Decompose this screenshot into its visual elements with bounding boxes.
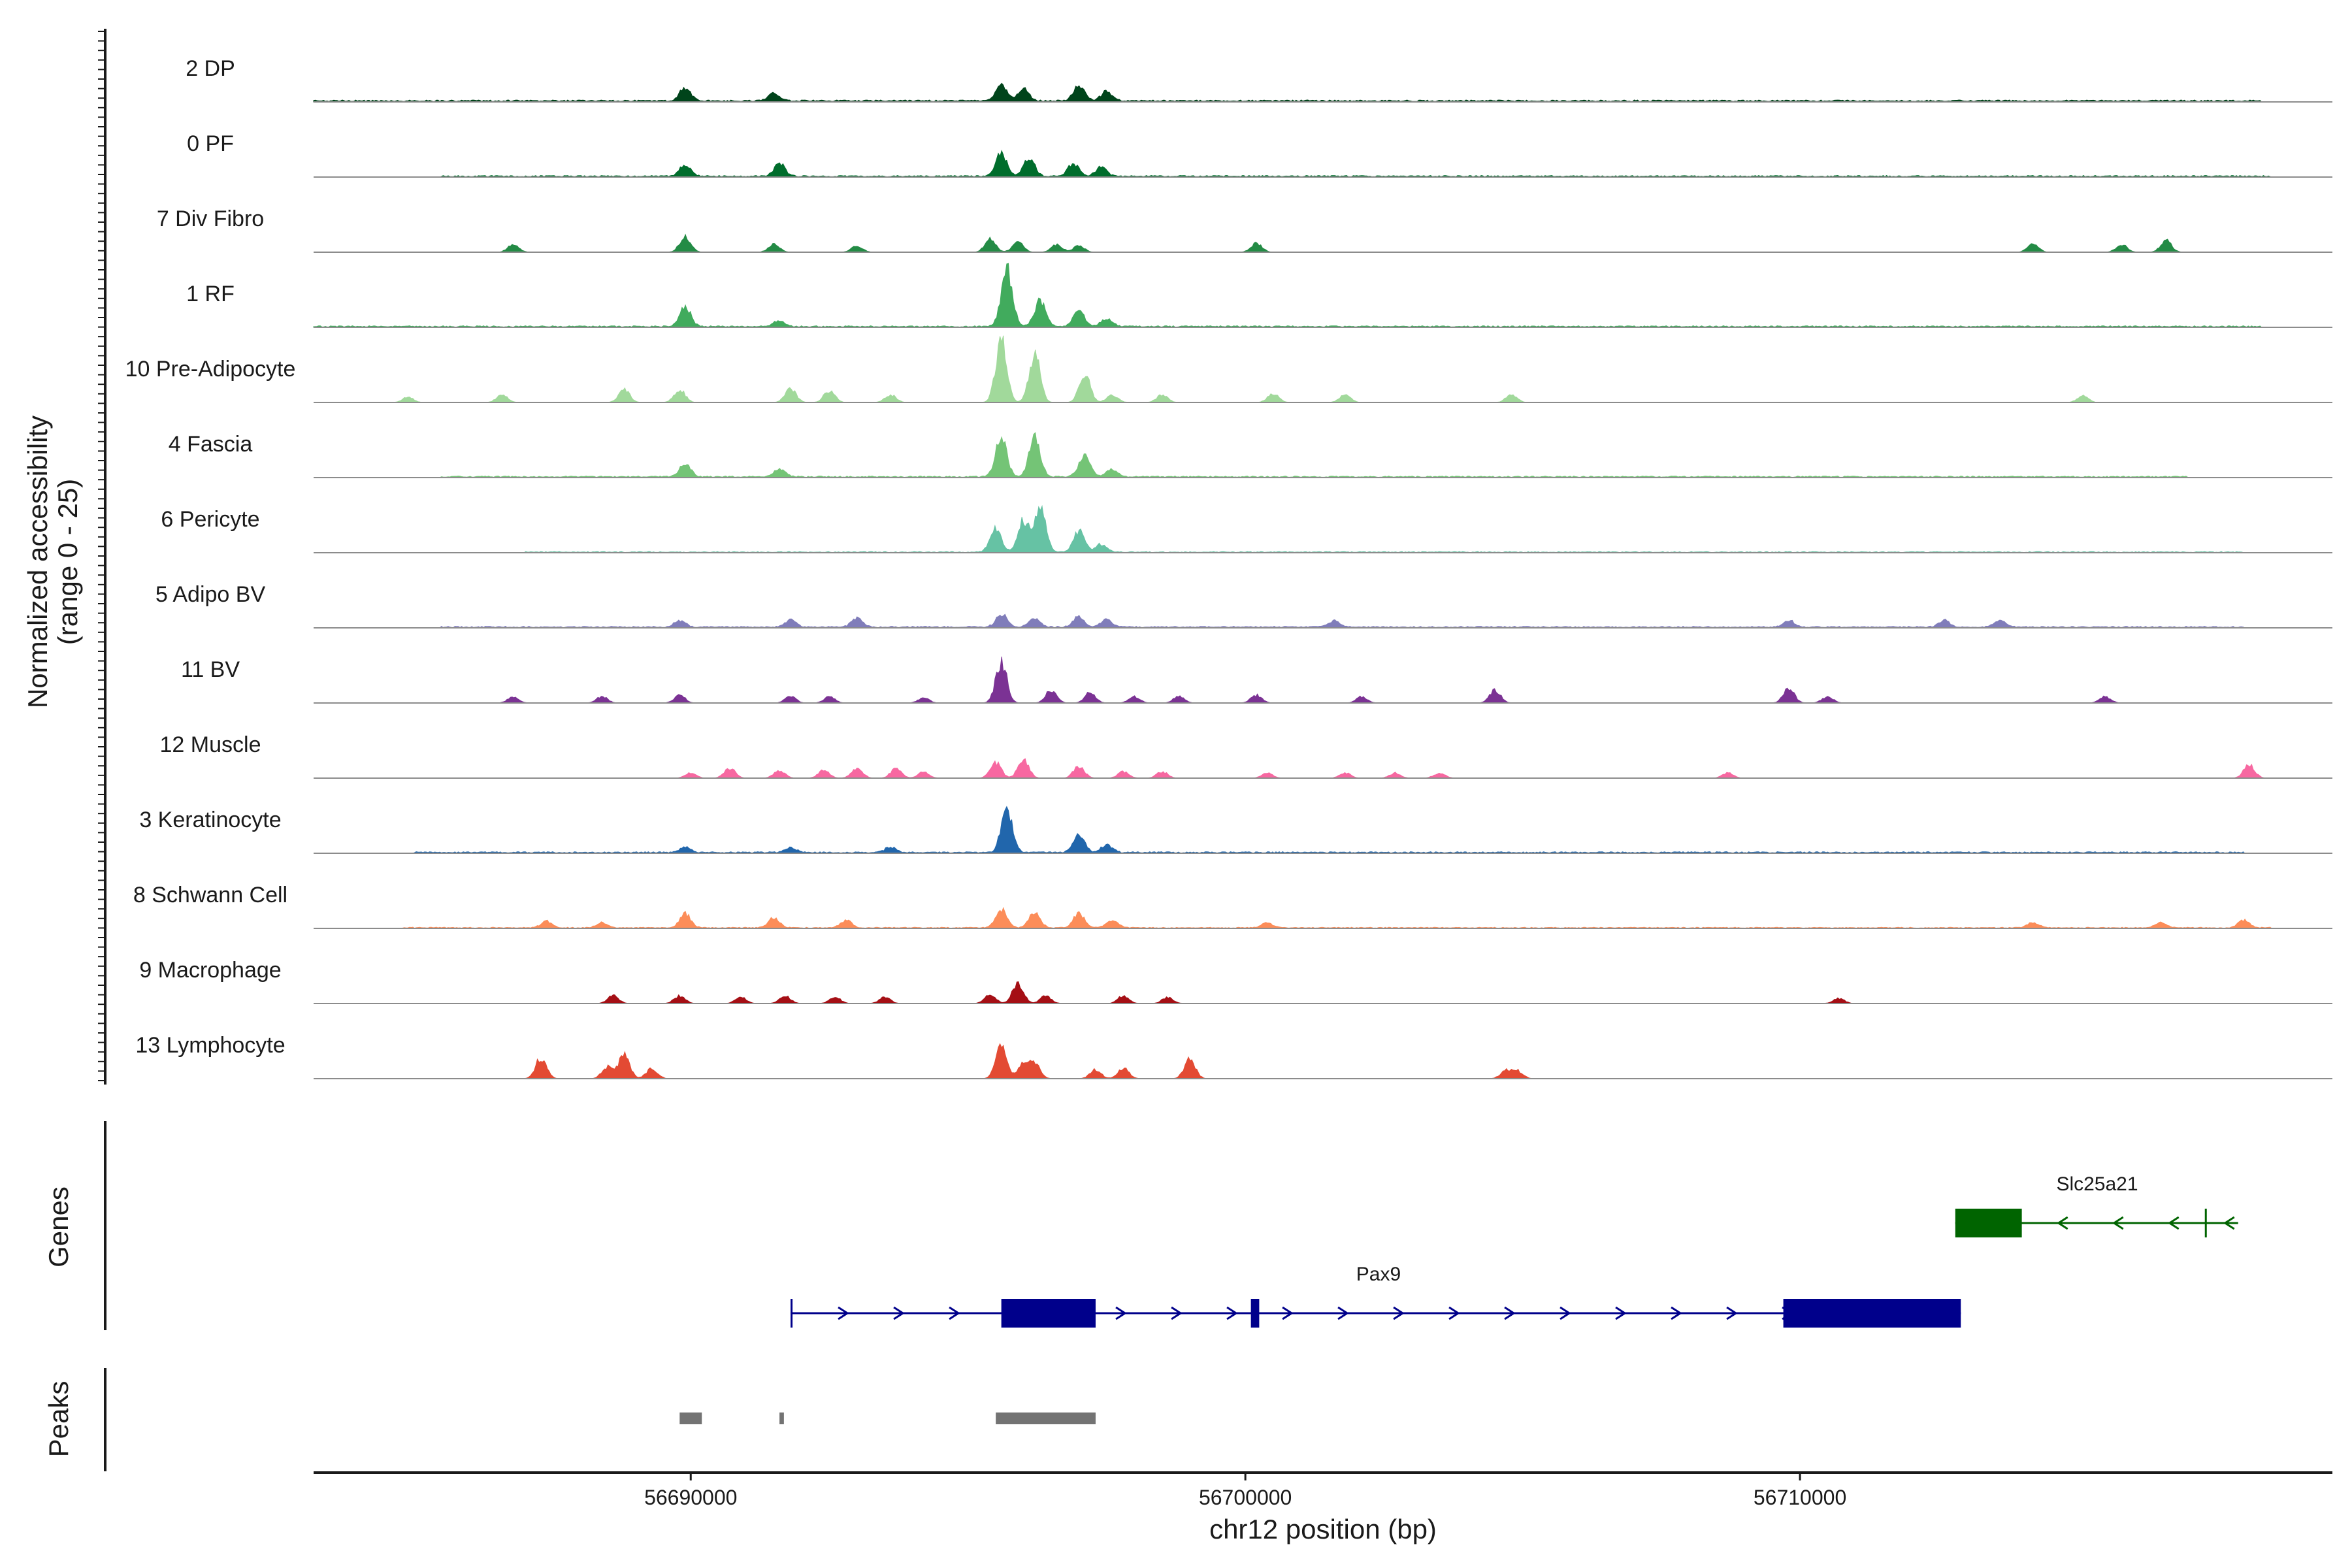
strand-arrow <box>2112 1216 2124 1230</box>
gene-exon <box>1955 1209 2022 1237</box>
track-8-schwann-cell: 8 Schwann Cell <box>133 883 2332 929</box>
peak-region <box>779 1413 784 1424</box>
gene-name-label: Slc25a21 <box>2056 1173 2138 1195</box>
peak-region <box>679 1413 702 1424</box>
y-axis-title-line2: (range 0 - 25) <box>52 479 83 645</box>
strand-arrow <box>1226 1306 1238 1320</box>
track-label: 10 Pre-Adipocyte <box>125 357 296 382</box>
x-tick-label: 56690000 <box>644 1486 737 1509</box>
track-9-macrophage: 9 Macrophage <box>139 958 2332 1004</box>
coverage-y-axis-ticks <box>98 31 105 1081</box>
peaks-panel-label: Peaks <box>43 1381 74 1458</box>
gene-exon <box>1001 1299 1096 1328</box>
track-0-pf: 0 PF <box>187 131 2332 178</box>
strand-arrow <box>838 1306 849 1320</box>
coverage-area <box>313 263 2332 328</box>
track-label: 2 DP <box>186 56 235 81</box>
track-2-dp: 2 DP <box>186 56 2332 103</box>
track-label: 9 Macrophage <box>139 958 281 983</box>
strand-arrow <box>2167 1216 2180 1230</box>
track-label: 5 Adipo BV <box>155 582 266 607</box>
strand-arrow <box>1448 1306 1460 1320</box>
strand-arrow <box>893 1306 905 1320</box>
strand-arrow <box>1671 1306 1682 1320</box>
track-10-pre-adipocyte: 10 Pre-Adipocyte <box>125 335 2332 403</box>
track-label: 8 Schwann Cell <box>133 883 287 907</box>
x-tick-label: 56710000 <box>1754 1486 1846 1509</box>
coverage-area <box>314 907 2332 929</box>
coverage-area <box>314 806 2332 854</box>
y-axis-title-line1: Normalized accessibility <box>22 416 53 708</box>
track-label: 0 PF <box>187 131 234 156</box>
peak-region <box>996 1413 1096 1424</box>
track-label: 12 Muscle <box>160 732 261 757</box>
track-label: 1 RF <box>186 282 235 306</box>
gene-name-label: Pax9 <box>1356 1264 1401 1285</box>
gene-annotations: Slc25a21 Pax9 <box>791 1173 2238 1328</box>
strand-arrow <box>1171 1306 1183 1320</box>
strand-arrow <box>1504 1306 1516 1320</box>
x-axis-ticks: 56690000 56700000 56710000 <box>644 1473 1846 1509</box>
track-label: 13 Lymphocyte <box>135 1033 285 1058</box>
strand-arrow <box>2056 1216 2068 1230</box>
coverage-area <box>314 1043 2332 1079</box>
strand-arrow <box>1726 1306 1738 1320</box>
gene-exon <box>1783 1299 1961 1328</box>
x-tick-label: 56700000 <box>1199 1486 1292 1509</box>
coverage-area <box>314 150 2332 178</box>
coverage-tracks: 2 DP 0 PF 7 Div Fibro 1 RF 10 Pre-Adipocyte 4… <box>125 56 2332 1079</box>
coverage-area <box>314 981 2332 1004</box>
track-11-bv: 11 BV <box>181 657 2332 704</box>
strand-arrow <box>2223 1216 2235 1230</box>
gene-exon <box>791 1299 793 1328</box>
track-4-fascia: 4 Fascia <box>169 432 2332 478</box>
coverage-area <box>314 432 2332 478</box>
coverage-area <box>314 657 2332 704</box>
track-6-pericyte: 6 Pericyte <box>161 504 2332 553</box>
track-12-muscle: 12 Muscle <box>160 732 2332 779</box>
genes-panel-label: Genes <box>43 1186 74 1267</box>
track-label: 11 BV <box>181 657 240 682</box>
gene-exon <box>2204 1209 2207 1237</box>
coverage-area <box>314 233 2332 253</box>
track-3-keratinocyte: 3 Keratinocyte <box>139 806 2332 854</box>
coverage-area <box>314 613 2332 629</box>
track-7-div-fibro: 7 Div Fibro <box>157 206 2332 253</box>
track-label: 6 Pericyte <box>161 507 259 532</box>
strand-arrow <box>949 1306 960 1320</box>
x-axis-title: chr12 position (bp) <box>1209 1514 1437 1544</box>
coverage-area <box>314 758 2332 779</box>
gene-slc25a21: Slc25a21 <box>1955 1173 2238 1237</box>
coverage-area <box>314 335 2332 403</box>
track-label: 7 Div Fibro <box>157 206 264 231</box>
gene-pax9: Pax9 <box>791 1264 1961 1328</box>
coverage-area <box>314 504 2332 553</box>
strand-arrow <box>1615 1306 1627 1320</box>
strand-arrow <box>1115 1306 1127 1320</box>
peak-regions <box>679 1413 1096 1424</box>
track-label: 3 Keratinocyte <box>139 808 281 832</box>
track-label: 4 Fascia <box>169 432 253 457</box>
track-5-adipo-bv: 5 Adipo BV <box>155 582 2332 629</box>
strand-arrow <box>1282 1306 1294 1320</box>
strand-arrow <box>1337 1306 1349 1320</box>
track-13-lymphocyte: 13 Lymphocyte <box>135 1033 2332 1079</box>
gene-exon <box>1250 1299 1260 1328</box>
coverage-area <box>313 82 2332 103</box>
strand-arrow <box>1560 1306 1571 1320</box>
track-1-rf: 1 RF <box>186 263 2332 328</box>
strand-arrow <box>1393 1306 1405 1320</box>
